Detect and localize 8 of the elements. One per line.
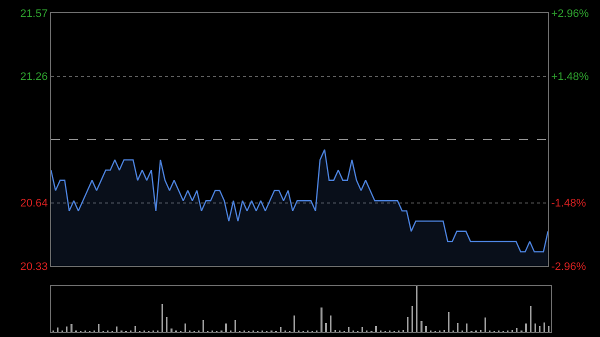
y-tick-label: 21.57 bbox=[20, 8, 48, 20]
y2-tick-label: +2.96% bbox=[551, 8, 590, 20]
y-tick-label: 21.26 bbox=[20, 71, 48, 84]
y2-tick-label: +1.48% bbox=[551, 71, 590, 84]
y2-tick-label: -1.48% bbox=[551, 198, 586, 210]
y2-tick-label: -2.96% bbox=[551, 260, 586, 273]
y-tick-label: 20.64 bbox=[20, 198, 48, 210]
y-tick-label: 20.33 bbox=[20, 260, 48, 273]
